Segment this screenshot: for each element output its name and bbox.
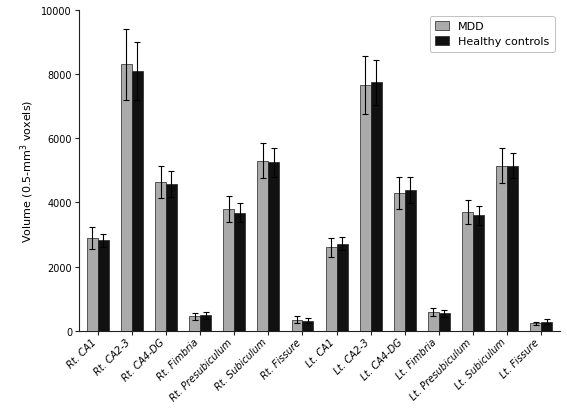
- Y-axis label: Volume (0.5-mm$^3$ voxels): Volume (0.5-mm$^3$ voxels): [18, 99, 36, 243]
- Bar: [325, 248, 337, 331]
- Bar: [121, 65, 132, 331]
- Bar: [200, 316, 211, 331]
- Bar: [98, 241, 109, 331]
- Bar: [257, 162, 268, 331]
- Bar: [530, 324, 541, 331]
- Bar: [439, 314, 450, 331]
- Bar: [291, 320, 302, 331]
- Bar: [405, 191, 416, 331]
- Bar: [507, 166, 518, 331]
- Bar: [223, 209, 234, 331]
- Bar: [166, 184, 177, 331]
- Bar: [541, 322, 552, 331]
- Bar: [132, 72, 143, 331]
- Bar: [428, 312, 439, 331]
- Bar: [189, 317, 200, 331]
- Legend: MDD, Healthy controls: MDD, Healthy controls: [430, 16, 555, 53]
- Bar: [234, 213, 245, 331]
- Bar: [155, 182, 166, 331]
- Bar: [394, 193, 405, 331]
- Bar: [360, 86, 371, 331]
- Bar: [371, 83, 382, 331]
- Bar: [87, 238, 98, 331]
- Bar: [268, 163, 280, 331]
- Bar: [302, 321, 314, 331]
- Bar: [473, 216, 484, 331]
- Bar: [462, 213, 473, 331]
- Bar: [337, 244, 348, 331]
- Bar: [496, 166, 507, 331]
